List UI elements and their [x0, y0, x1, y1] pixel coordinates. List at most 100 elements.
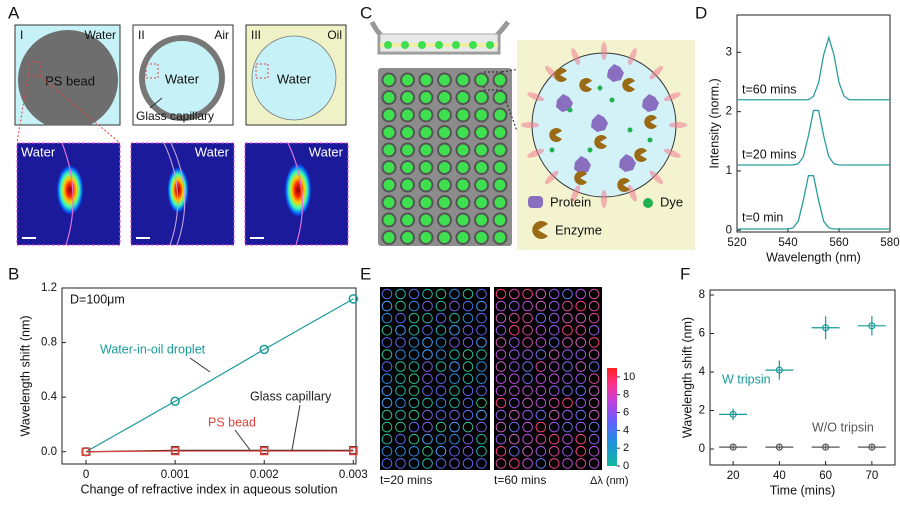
ring: [575, 288, 587, 300]
dye: [627, 127, 633, 133]
well: [474, 195, 489, 210]
well: [418, 230, 434, 245]
ring: [495, 325, 507, 336]
ring: [548, 337, 560, 348]
ring: [408, 337, 420, 348]
enzyme: [622, 78, 635, 92]
ring: [588, 458, 600, 469]
ring: [408, 300, 420, 312]
ring: [562, 361, 573, 372]
ring: [548, 397, 560, 409]
ring: [575, 458, 587, 469]
well: [381, 160, 397, 175]
ring: [495, 385, 507, 397]
resonance: [663, 148, 681, 158]
protein: [607, 64, 624, 82]
well: [492, 107, 508, 123]
x-axis-title: Time (mins): [770, 483, 836, 497]
series-label: Glass capillary: [250, 389, 332, 403]
ring: [422, 373, 433, 385]
ring: [509, 397, 520, 409]
ring: [522, 409, 533, 421]
well: [474, 125, 489, 140]
ring: [422, 433, 433, 445]
ring: [548, 361, 560, 372]
well: [455, 107, 471, 123]
well: [437, 212, 452, 228]
well: [455, 212, 471, 228]
dye-icon: [643, 198, 653, 208]
ring: [476, 458, 487, 469]
marker: [348, 294, 359, 304]
ring: [408, 312, 420, 324]
ring: [588, 433, 600, 445]
ring: [575, 373, 587, 385]
ring: [395, 397, 406, 409]
ring: [562, 337, 573, 348]
well: [492, 160, 508, 175]
well: [418, 160, 434, 175]
ring: [449, 458, 460, 469]
ring: [435, 337, 447, 348]
ring: [495, 373, 507, 385]
ring: [588, 325, 600, 336]
well: [400, 90, 415, 105]
ring: [462, 409, 474, 421]
well: [381, 125, 397, 140]
resonance: [649, 170, 664, 185]
colorbar-tick-label: 4: [623, 424, 629, 436]
ring: [495, 300, 507, 312]
ring: [395, 349, 406, 360]
ring: [588, 349, 600, 360]
ring: [381, 421, 393, 433]
ring: [476, 385, 487, 397]
ring: [548, 458, 560, 469]
well: [492, 195, 508, 210]
box-inside: Water: [277, 71, 312, 86]
ring: [422, 312, 433, 324]
enzyme: [549, 128, 562, 142]
ring: [522, 312, 533, 324]
ring: [535, 288, 547, 300]
ring: [575, 349, 587, 360]
ring: [395, 325, 406, 336]
ring: [509, 337, 520, 348]
well: [455, 90, 471, 105]
ring: [575, 446, 587, 457]
ring: [535, 458, 547, 469]
ring: [462, 397, 474, 409]
leader: [189, 357, 211, 373]
ring: [422, 300, 433, 312]
leader: [149, 97, 163, 109]
x-tick-label: 0.003: [339, 469, 368, 481]
series-label: PS bead: [208, 415, 256, 429]
well: [400, 160, 415, 175]
x-tick-label: 0.002: [250, 469, 279, 481]
colorbar-tick-label: 0: [623, 460, 629, 472]
ring: [408, 361, 420, 372]
well: [492, 212, 508, 228]
field-map: [130, 142, 235, 246]
ring: [381, 312, 393, 324]
ring: [562, 312, 573, 324]
marker: [729, 410, 737, 418]
well: [437, 90, 452, 105]
protein: [556, 94, 573, 112]
dye: [597, 85, 603, 91]
ring: [562, 349, 573, 360]
well: [437, 177, 452, 193]
resonance: [527, 148, 545, 158]
x-axis-title: Change of refractive index in aqueous so…: [80, 482, 337, 496]
ring: [408, 421, 420, 433]
ring: [548, 325, 560, 336]
marker: [868, 443, 876, 451]
marker: [170, 396, 180, 406]
ring: [562, 397, 573, 409]
image: [380, 287, 490, 470]
well: [418, 90, 434, 105]
ring: [408, 458, 420, 469]
ring: [535, 361, 547, 372]
ring: [462, 421, 474, 433]
ring: [509, 300, 520, 312]
